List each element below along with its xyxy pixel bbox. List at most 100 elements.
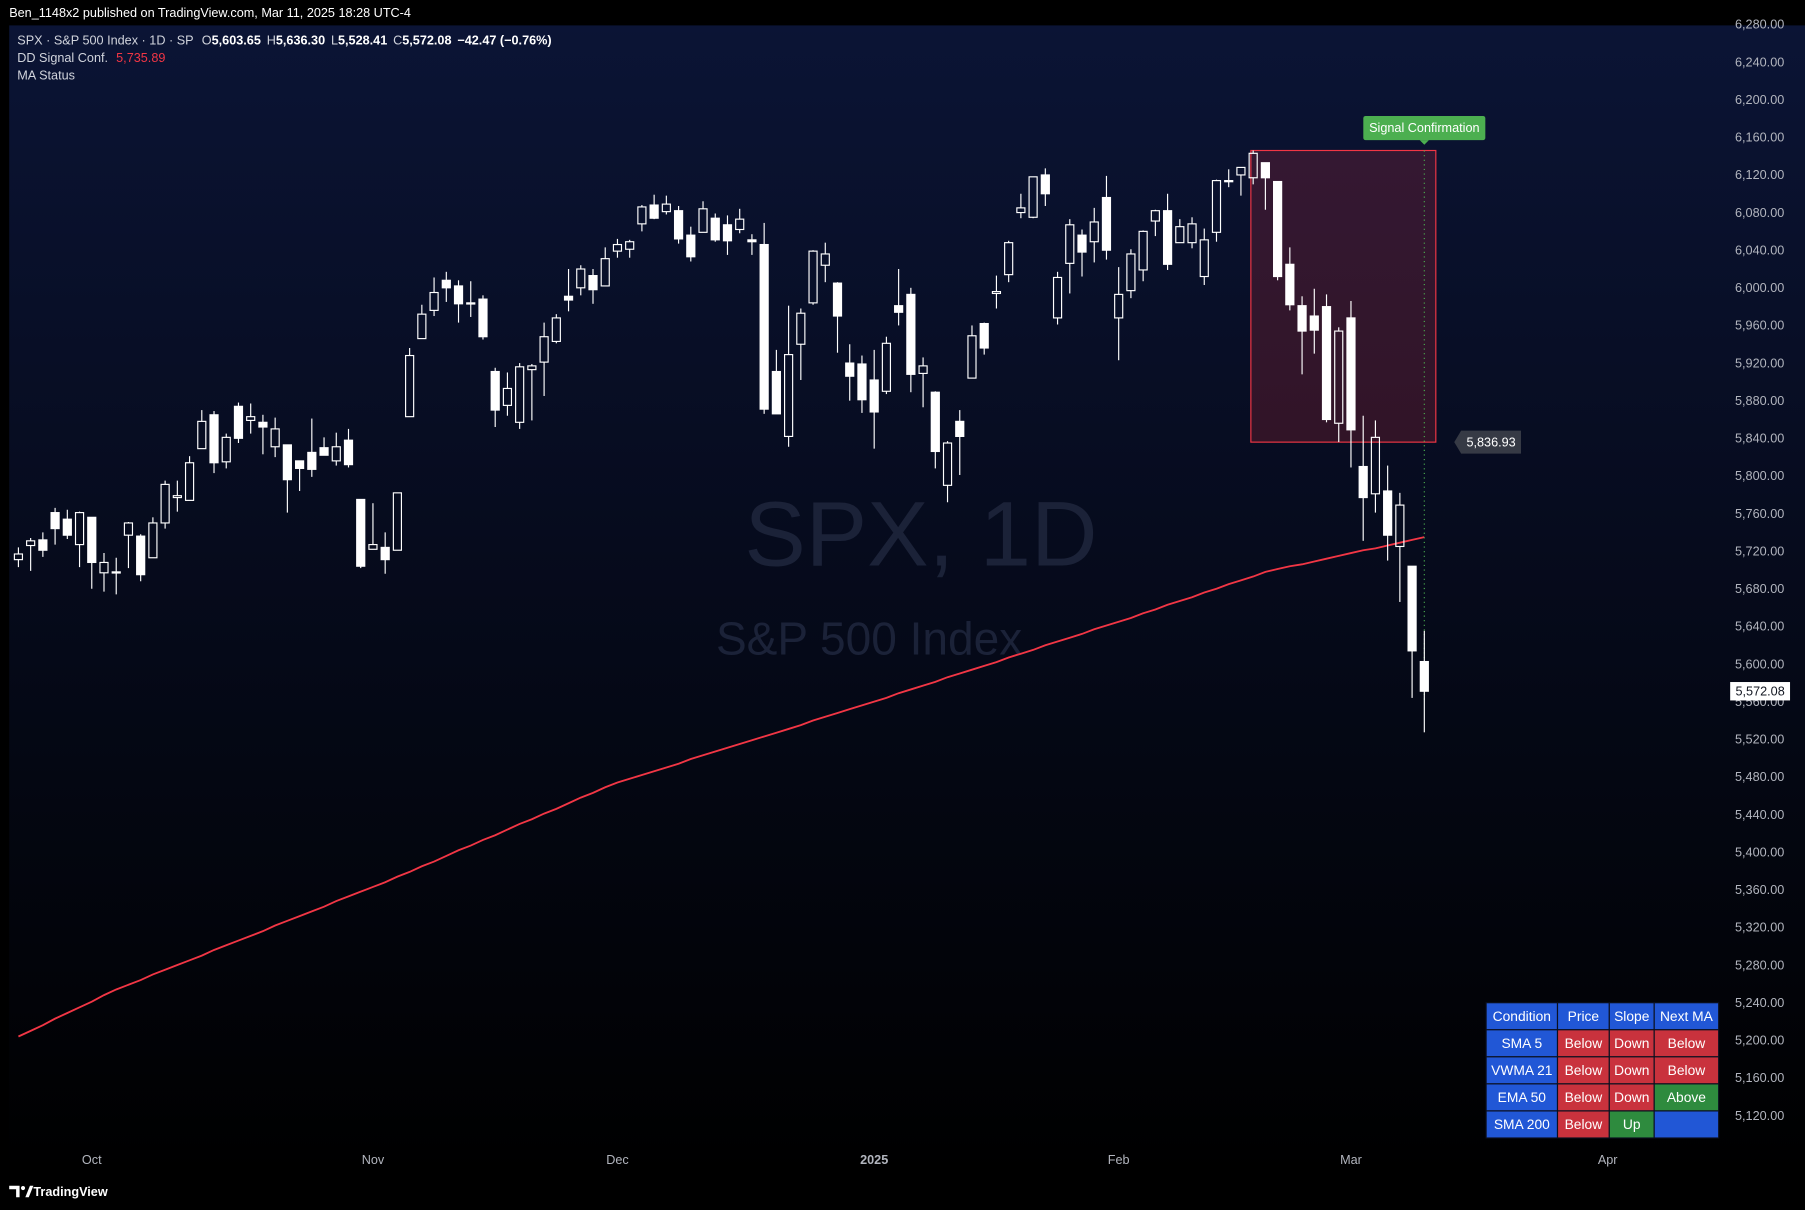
- y-tick-label: 5,120.00: [1735, 1109, 1784, 1123]
- table-text: Down: [1614, 1089, 1649, 1105]
- candle-body: [1285, 263, 1295, 306]
- candle-body: [343, 439, 354, 466]
- signal-label: Signal Confirmation: [1369, 121, 1479, 135]
- signal-label-pointer: [1419, 140, 1429, 145]
- table-cell: [1653, 1110, 1720, 1139]
- candle-body: [1224, 180, 1234, 183]
- candle-body: [1016, 207, 1026, 214]
- close-key: C: [393, 34, 402, 48]
- candle-body: [600, 258, 610, 287]
- table-text: Below: [1565, 1062, 1603, 1078]
- candle-body: [1346, 317, 1356, 431]
- candle-body: [918, 365, 928, 374]
- candle-body: [405, 354, 415, 418]
- candle-body: [380, 546, 390, 561]
- y-tick-label: 5,720.00: [1735, 544, 1784, 558]
- y-tick-label: 5,640.00: [1735, 620, 1784, 634]
- candle-body: [1101, 196, 1112, 251]
- candle-body: [50, 512, 60, 530]
- watermark-subtitle: S&P 500 Index: [716, 613, 1022, 665]
- table-cell: [1608, 1083, 1655, 1112]
- candle-body: [1260, 162, 1270, 179]
- candle-body: [979, 322, 989, 349]
- candle-body: [551, 317, 561, 343]
- candle-body: [1175, 226, 1185, 244]
- low-value: 5,528.41: [338, 34, 387, 48]
- x-tick-label: Mar: [1340, 1153, 1362, 1167]
- table-text: SMA 200: [1494, 1116, 1550, 1132]
- y-tick-label: 6,040.00: [1735, 243, 1784, 257]
- candle-body: [1114, 293, 1124, 319]
- candle-body: [881, 342, 892, 392]
- table-text: Below: [1668, 1062, 1706, 1078]
- candle-body: [808, 250, 818, 304]
- candle-body: [307, 451, 317, 470]
- symbol-legend: SPX · S&P 500 Index · 1D · SP O5,603.65 …: [17, 34, 551, 48]
- candle-body: [319, 447, 329, 456]
- candle-body: [209, 414, 219, 464]
- candle-body: [784, 354, 794, 437]
- x-tick-label: Feb: [1108, 1153, 1130, 1167]
- candle-body: [527, 365, 537, 371]
- y-tick-label: 6,120.00: [1735, 168, 1784, 182]
- candle-body: [1383, 490, 1393, 536]
- candle-body: [356, 498, 366, 567]
- candle-body: [417, 313, 427, 340]
- candle-body: [221, 436, 231, 463]
- last-price-label: 5,572.08: [1735, 685, 1784, 699]
- candle-body: [1162, 210, 1173, 265]
- footer-bar: [0, 1174, 1805, 1210]
- x-tick-label: Oct: [82, 1153, 102, 1167]
- indicator-legend: MA Status: [17, 68, 75, 82]
- candle-body: [1248, 152, 1258, 179]
- candle-body: [282, 444, 292, 481]
- table-text: Next MA: [1660, 1008, 1714, 1024]
- y-tick-label: 6,240.00: [1735, 55, 1784, 69]
- candle-body: [967, 335, 977, 379]
- y-tick-label: 5,480.00: [1735, 770, 1784, 784]
- candle-body: [1211, 180, 1222, 233]
- candle-body: [796, 312, 806, 345]
- candle-body: [172, 495, 182, 499]
- indicator-legend: DD Signal Conf. 5,735.89: [17, 51, 165, 65]
- candle-body: [87, 516, 97, 564]
- candle-body: [1028, 176, 1038, 218]
- candle-body: [99, 561, 109, 574]
- candle-body: [1370, 436, 1381, 495]
- low-key: L: [331, 34, 338, 48]
- candle-body: [1309, 315, 1319, 331]
- candle-body: [441, 279, 451, 289]
- candle-body: [270, 428, 280, 448]
- y-tick-label: 5,240.00: [1735, 996, 1784, 1010]
- candle-body: [1358, 465, 1368, 499]
- candle-body: [26, 540, 36, 547]
- y-tick-label: 5,200.00: [1735, 1034, 1784, 1048]
- indicator-name: DD Signal Conf.: [17, 51, 108, 65]
- table-cell: [1608, 1110, 1655, 1139]
- signal-label-box: [1363, 115, 1486, 141]
- candle-body: [1150, 210, 1160, 222]
- y-tick-label: 5,680.00: [1735, 582, 1784, 596]
- candle-body: [637, 206, 647, 225]
- table-cell: [1653, 1029, 1720, 1058]
- candle-body: [392, 492, 403, 551]
- candle-body: [649, 204, 659, 219]
- candle-body: [1407, 565, 1417, 652]
- candle-body: [673, 210, 684, 240]
- open-key: O: [202, 34, 212, 48]
- candle-body: [576, 268, 586, 289]
- candle-body: [710, 217, 720, 241]
- high-value: 5,636.30: [276, 34, 325, 48]
- table-text: Price: [1568, 1008, 1600, 1024]
- candle-body: [894, 305, 904, 313]
- table-text: VWMA 21: [1491, 1062, 1552, 1078]
- y-tick-label: 5,800.00: [1735, 469, 1784, 483]
- candle-body: [294, 460, 305, 469]
- candle-body: [1040, 174, 1050, 195]
- table-text: Below: [1565, 1035, 1603, 1051]
- table-cell: [1556, 1110, 1610, 1139]
- y-tick-label: 5,280.00: [1735, 958, 1784, 972]
- table-text: EMA 50: [1498, 1089, 1547, 1105]
- candle-body: [612, 243, 623, 252]
